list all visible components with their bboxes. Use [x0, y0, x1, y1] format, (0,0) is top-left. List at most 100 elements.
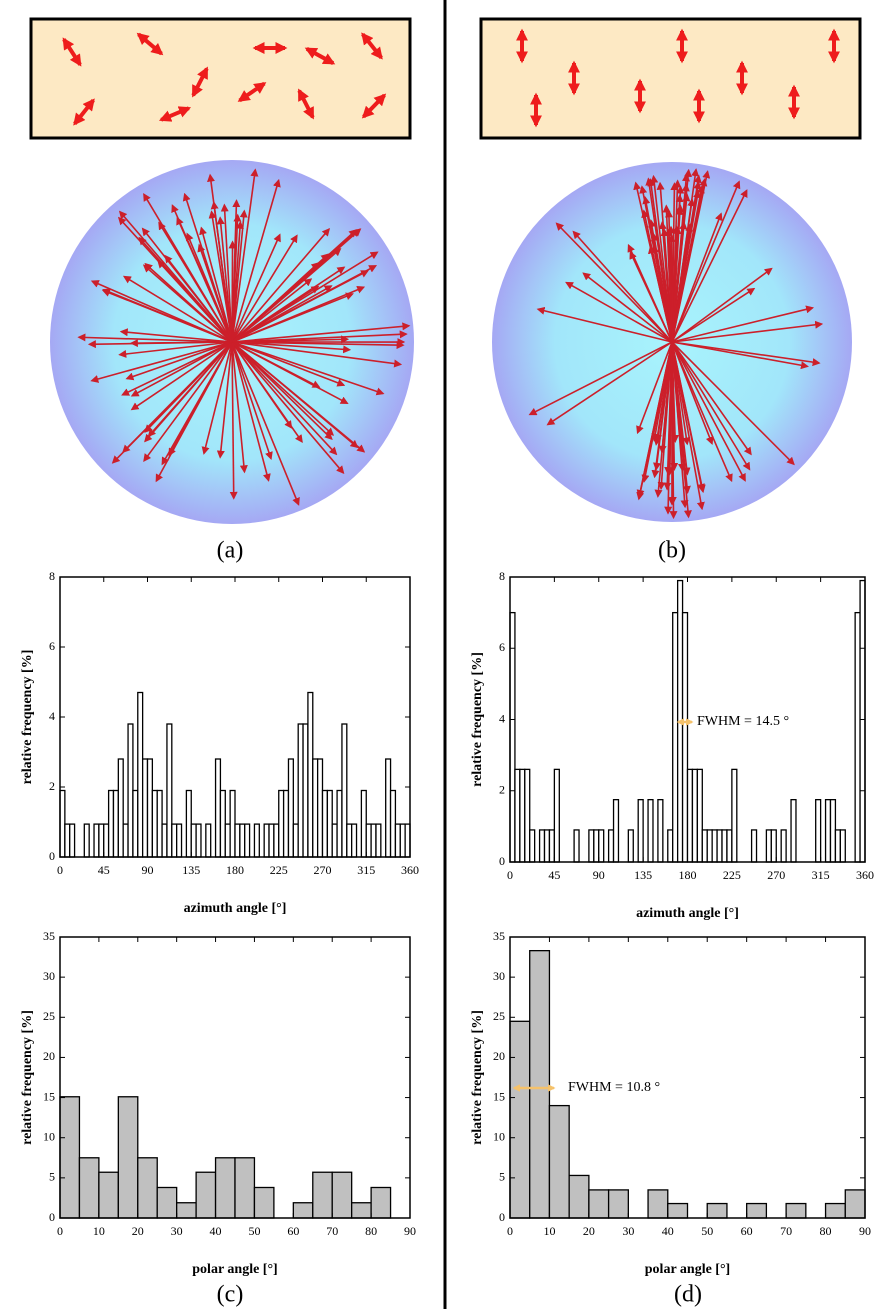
orientation-arrow [231, 341, 405, 350]
y-tick-label: 20 [493, 1049, 505, 1063]
bar [385, 758, 392, 858]
bar [514, 768, 521, 863]
y-tick-label: 30 [493, 969, 505, 983]
bar [691, 768, 699, 863]
bar [156, 1186, 178, 1219]
orientation-arrow [121, 341, 233, 396]
orientation-arrow [671, 267, 773, 343]
bar [627, 829, 634, 863]
orientation-arrow [231, 233, 281, 343]
orientation-arrow [654, 341, 673, 498]
x-tick-label: 360 [401, 863, 419, 877]
x-tick-label: 135 [182, 863, 200, 877]
orientation-arrow [216, 341, 233, 459]
x-tick-label: 40 [662, 1224, 674, 1238]
bar [647, 1189, 669, 1219]
y-tick-label: 15 [493, 1089, 505, 1103]
orientation-arrow [130, 341, 233, 411]
orientation-arrow [671, 341, 752, 456]
x-axis-title: azimuth angle [°] [184, 901, 287, 916]
x-tick-label: 90 [593, 868, 605, 882]
orientation-arrow [90, 341, 233, 383]
bar [107, 789, 115, 858]
bar [543, 829, 551, 863]
y-tick-label: 35 [493, 929, 505, 943]
bar [263, 823, 270, 858]
orientation-arrow [671, 203, 684, 343]
bar [117, 758, 124, 858]
bar [321, 789, 329, 858]
plot-frame [59, 936, 411, 1219]
orientation-arrow [572, 230, 673, 343]
dipole-arrow [158, 106, 192, 122]
bar [141, 758, 149, 858]
bar [346, 823, 353, 858]
bar [176, 823, 183, 858]
dipole-arrow [191, 66, 209, 98]
bar [598, 829, 605, 863]
bar [127, 723, 134, 858]
x-axis-title: polar angle [°] [192, 1262, 277, 1277]
x-tick-label: 70 [326, 1224, 338, 1238]
bar [132, 789, 139, 858]
bar [780, 829, 787, 863]
bar [98, 1171, 119, 1219]
bar [529, 949, 551, 1219]
bar [573, 829, 580, 863]
orientation-arrow [555, 222, 673, 343]
bar [824, 1202, 846, 1219]
orientation-arrow [671, 320, 824, 343]
bar [706, 829, 713, 863]
bar [98, 823, 105, 858]
bar [824, 799, 832, 863]
dipole-arrow [304, 47, 336, 65]
bar [156, 789, 163, 858]
orientation-arrow [143, 341, 233, 462]
dipole-arrow [136, 32, 164, 56]
orientation-arrow [671, 341, 795, 466]
bar [711, 829, 718, 863]
bar [394, 823, 401, 858]
y-axis-title: relative frequency [%] [20, 1010, 35, 1145]
bar [341, 723, 348, 858]
bar [278, 789, 285, 858]
bar [593, 829, 600, 863]
x-tick-label: 45 [548, 868, 560, 882]
x-tick-label: 20 [583, 1224, 595, 1238]
bar [224, 823, 231, 858]
x-axis-title: azimuth angle [°] [636, 906, 739, 921]
dipole-arrow [361, 93, 387, 119]
bar [553, 768, 560, 863]
bar [273, 823, 280, 858]
bar [716, 829, 723, 863]
orientation-arrow [231, 341, 248, 474]
bar [360, 789, 367, 858]
x-tick-label: 90 [404, 1224, 416, 1238]
bar [370, 823, 377, 858]
orientation-arrow [158, 221, 233, 343]
orientation-arrow [231, 178, 281, 343]
bar [112, 789, 119, 858]
orientation-arrow [231, 341, 366, 453]
y-tick-label: 6 [49, 639, 55, 653]
orientation-arrow [642, 195, 673, 343]
orientation-arrow [231, 266, 346, 343]
bar [365, 823, 372, 858]
bar [117, 1096, 139, 1219]
orientation-arrow [231, 285, 333, 343]
bar [588, 1189, 610, 1219]
orientation-arrow [582, 272, 673, 343]
orientation-arrow [231, 341, 273, 461]
bar [706, 1202, 728, 1219]
x-tick-label: 60 [287, 1224, 299, 1238]
bar [509, 1020, 531, 1219]
orientation-arrow [77, 333, 233, 343]
dipole-arrow [73, 98, 95, 126]
bar [750, 829, 758, 863]
orientation-arrow [228, 240, 237, 343]
bar [790, 799, 797, 863]
orientation-arrow [231, 234, 298, 343]
bar [686, 768, 694, 863]
bar [137, 1157, 158, 1219]
